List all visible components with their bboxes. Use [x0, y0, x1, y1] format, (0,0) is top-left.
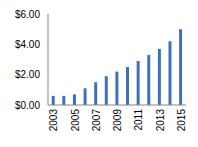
svg-text:2013: 2013 — [155, 109, 166, 132]
svg-text:$2.00: $2.00 — [15, 69, 40, 80]
svg-text:2015: 2015 — [176, 109, 187, 132]
svg-text:2003: 2003 — [48, 109, 59, 132]
svg-text:$6.00: $6.00 — [15, 9, 40, 20]
svg-text:2009: 2009 — [112, 109, 123, 132]
svg-text:2007: 2007 — [91, 109, 102, 132]
svg-text:2005: 2005 — [70, 109, 81, 132]
svg-text:$4.00: $4.00 — [15, 39, 40, 50]
svg-text:2011: 2011 — [133, 109, 144, 131]
svg-text:$0.00: $0.00 — [15, 100, 40, 111]
